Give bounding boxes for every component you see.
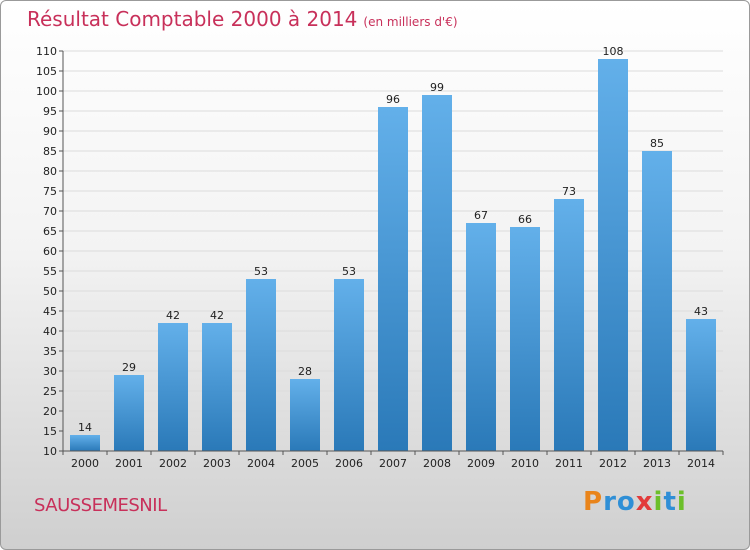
x-tick-label: 2010 xyxy=(511,457,539,470)
y-tick-label: 85 xyxy=(43,145,57,158)
data-label: 14 xyxy=(78,421,92,434)
bar xyxy=(642,151,672,451)
bar xyxy=(378,107,408,451)
y-tick-label: 105 xyxy=(36,65,57,78)
bar xyxy=(290,379,320,451)
commune-name: SAUSSEMESNIL xyxy=(34,495,167,516)
proxiti-logo: Proxiti xyxy=(583,487,687,517)
data-label: 53 xyxy=(254,265,268,278)
y-tick-label: 45 xyxy=(43,305,57,318)
title-text: Résultat Comptable 2000 à 2014 xyxy=(27,7,358,31)
y-tick-label: 30 xyxy=(43,365,57,378)
y-tick-label: 70 xyxy=(43,205,57,218)
x-tick-label: 2004 xyxy=(247,457,275,470)
x-tick-label: 2002 xyxy=(159,457,187,470)
y-tick-label: 110 xyxy=(36,45,57,58)
logo-letter: x xyxy=(635,487,654,517)
x-tick-label: 2001 xyxy=(115,457,143,470)
bar xyxy=(466,223,496,451)
data-label: 85 xyxy=(650,137,664,150)
bar xyxy=(598,59,628,451)
y-tick-label: 60 xyxy=(43,245,57,258)
y-tick-label: 40 xyxy=(43,325,57,338)
x-tick-label: 2011 xyxy=(555,457,583,470)
y-tick-label: 25 xyxy=(43,385,57,398)
bar xyxy=(202,323,232,451)
data-label: 73 xyxy=(562,185,576,198)
y-tick-label: 80 xyxy=(43,165,57,178)
y-tick-label: 65 xyxy=(43,225,57,238)
bar xyxy=(158,323,188,451)
data-label: 96 xyxy=(386,93,400,106)
x-tick-label: 2003 xyxy=(203,457,231,470)
logo-letter: t xyxy=(663,487,677,517)
x-tick-label: 2014 xyxy=(687,457,715,470)
bar xyxy=(114,375,144,451)
data-label: 53 xyxy=(342,265,356,278)
chart-title: Résultat Comptable 2000 à 2014 (en millie… xyxy=(27,7,458,31)
data-label: 42 xyxy=(166,309,180,322)
y-tick-label: 10 xyxy=(43,445,57,458)
y-tick-label: 75 xyxy=(43,185,57,198)
bars: 14 29 42 42 53 28 53 96 99 67 66 73 108 85 43 xyxy=(70,45,716,451)
x-tick-label: 2009 xyxy=(467,457,495,470)
data-label: 29 xyxy=(122,361,136,374)
logo-letter: r xyxy=(603,487,617,517)
x-tick-label: 2006 xyxy=(335,457,363,470)
x-tick-label: 2005 xyxy=(291,457,319,470)
data-label: 66 xyxy=(518,213,532,226)
y-tick-label: 50 xyxy=(43,285,57,298)
bar xyxy=(686,319,716,451)
x-tick-label: 2012 xyxy=(599,457,627,470)
y-tick-label: 35 xyxy=(43,345,57,358)
x-tick-label: 2013 xyxy=(643,457,671,470)
y-tick-label: 95 xyxy=(43,105,57,118)
axes: 10 15 20 25 30 35 40 45 50 55 60 65 70 75 80 85 90 95 100 1… xyxy=(36,45,724,470)
bar xyxy=(246,279,276,451)
bar xyxy=(510,227,540,451)
bar xyxy=(554,199,584,451)
data-label: 28 xyxy=(298,365,312,378)
logo-letter: P xyxy=(583,487,604,517)
y-tick-label: 15 xyxy=(43,425,57,438)
x-tick-label: 2000 xyxy=(71,457,99,470)
bar xyxy=(422,95,452,451)
data-label: 42 xyxy=(210,309,224,322)
logo-letter: i xyxy=(653,487,664,517)
y-tick-label: 55 xyxy=(43,265,57,278)
logo-letter: i xyxy=(676,487,687,517)
data-label: 99 xyxy=(430,81,444,94)
y-tick-label: 20 xyxy=(43,405,57,418)
data-label: 108 xyxy=(603,45,624,58)
logo-letter: o xyxy=(616,487,636,517)
bar xyxy=(70,435,100,451)
bar xyxy=(334,279,364,451)
y-tick-label: 90 xyxy=(43,125,57,138)
data-label: 67 xyxy=(474,209,488,222)
x-tick-label: 2007 xyxy=(379,457,407,470)
x-tick-label: 2008 xyxy=(423,457,451,470)
y-tick-label: 100 xyxy=(36,85,57,98)
subtitle-text: (en milliers d'€) xyxy=(363,15,458,29)
data-label: 43 xyxy=(694,305,708,318)
